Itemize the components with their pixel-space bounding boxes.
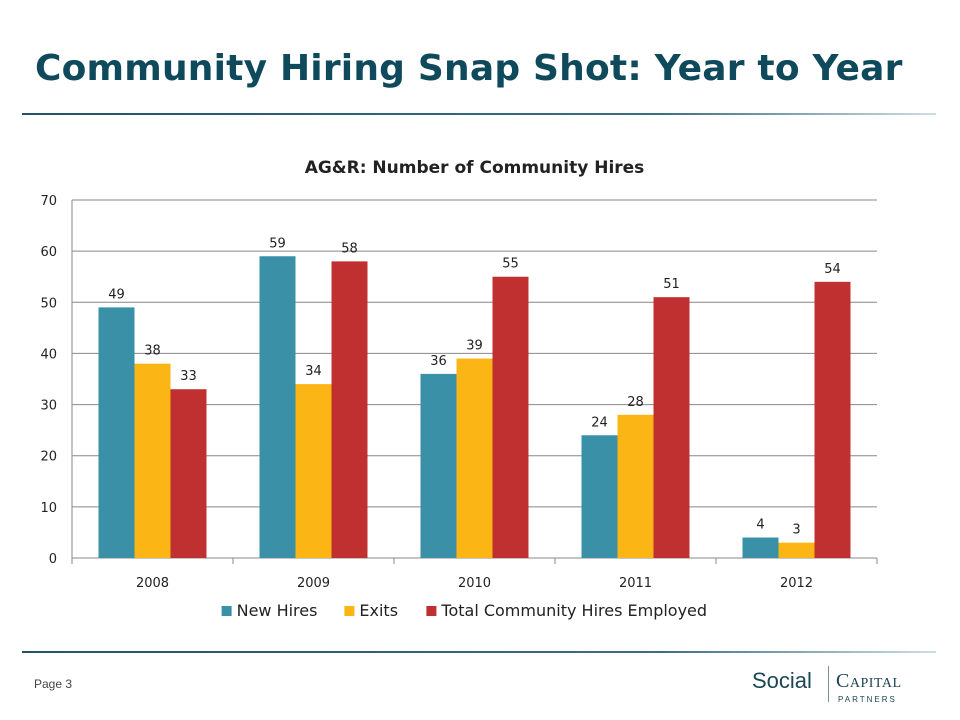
data-label: 33 bbox=[180, 369, 197, 384]
data-label: 34 bbox=[305, 364, 322, 379]
legend-swatch bbox=[426, 606, 437, 616]
bar bbox=[617, 414, 654, 558]
legend-swatch bbox=[221, 606, 232, 616]
data-label: 49 bbox=[108, 287, 125, 302]
y-tick-label: 0 bbox=[49, 552, 57, 567]
legend-label: Total Community Hires Employed bbox=[440, 601, 707, 620]
bar bbox=[420, 373, 457, 558]
bar bbox=[170, 389, 207, 558]
bar bbox=[295, 384, 332, 558]
title-divider bbox=[22, 113, 936, 115]
footer-divider bbox=[22, 651, 936, 653]
data-label: 51 bbox=[663, 277, 680, 292]
y-tick-label: 10 bbox=[40, 501, 57, 516]
bar bbox=[456, 358, 493, 558]
logo-word-partners: PARTNERS bbox=[838, 695, 897, 704]
x-tick-label: 2008 bbox=[136, 576, 169, 591]
bar bbox=[134, 363, 171, 558]
data-label: 4 bbox=[756, 518, 764, 533]
bar bbox=[259, 256, 296, 558]
page-number: Page 3 bbox=[34, 677, 73, 691]
x-tick-label: 2010 bbox=[458, 576, 491, 591]
data-label: 36 bbox=[430, 354, 447, 369]
logo-word-capital: Capital bbox=[836, 670, 902, 692]
bar bbox=[331, 261, 368, 558]
legend-swatch bbox=[344, 606, 355, 616]
x-tick-label: 2009 bbox=[297, 576, 330, 591]
page-title: Community Hiring Snap Shot: Year to Year bbox=[35, 48, 903, 89]
x-tick-label: 2011 bbox=[619, 576, 652, 591]
data-label: 58 bbox=[341, 241, 358, 256]
logo-word-social: Social bbox=[752, 668, 812, 693]
bar bbox=[742, 537, 779, 558]
y-tick-label: 50 bbox=[40, 296, 57, 311]
bar bbox=[778, 542, 815, 558]
bar-chart: AG&R: Number of Community Hires 0 10 20 30 40… bbox=[40, 158, 878, 620]
data-label: 28 bbox=[627, 395, 644, 410]
bar bbox=[492, 276, 529, 558]
data-label: 24 bbox=[591, 415, 608, 430]
y-tick-label: 60 bbox=[40, 245, 57, 260]
company-logo: Social Capital PARTNERS bbox=[752, 664, 917, 708]
y-tick-label: 40 bbox=[40, 347, 57, 362]
data-label: 3 bbox=[792, 523, 800, 538]
bar bbox=[98, 307, 135, 558]
y-tick-label: 20 bbox=[40, 450, 57, 465]
data-label: 39 bbox=[466, 339, 483, 354]
y-tick-label: 70 bbox=[40, 194, 57, 209]
y-tick-label: 30 bbox=[40, 399, 57, 414]
bar bbox=[581, 435, 618, 558]
data-label: 55 bbox=[502, 257, 519, 272]
bar bbox=[814, 281, 851, 558]
chart-title: AG&R: Number of Community Hires bbox=[305, 158, 645, 178]
data-label: 54 bbox=[824, 262, 841, 277]
logo-separator bbox=[828, 666, 829, 702]
legend-label: New Hires bbox=[237, 601, 318, 620]
data-label: 38 bbox=[144, 344, 161, 359]
bar bbox=[653, 297, 690, 558]
data-label: 59 bbox=[269, 236, 286, 251]
x-tick-label: 2012 bbox=[780, 576, 813, 591]
legend-label: Exits bbox=[359, 601, 398, 620]
